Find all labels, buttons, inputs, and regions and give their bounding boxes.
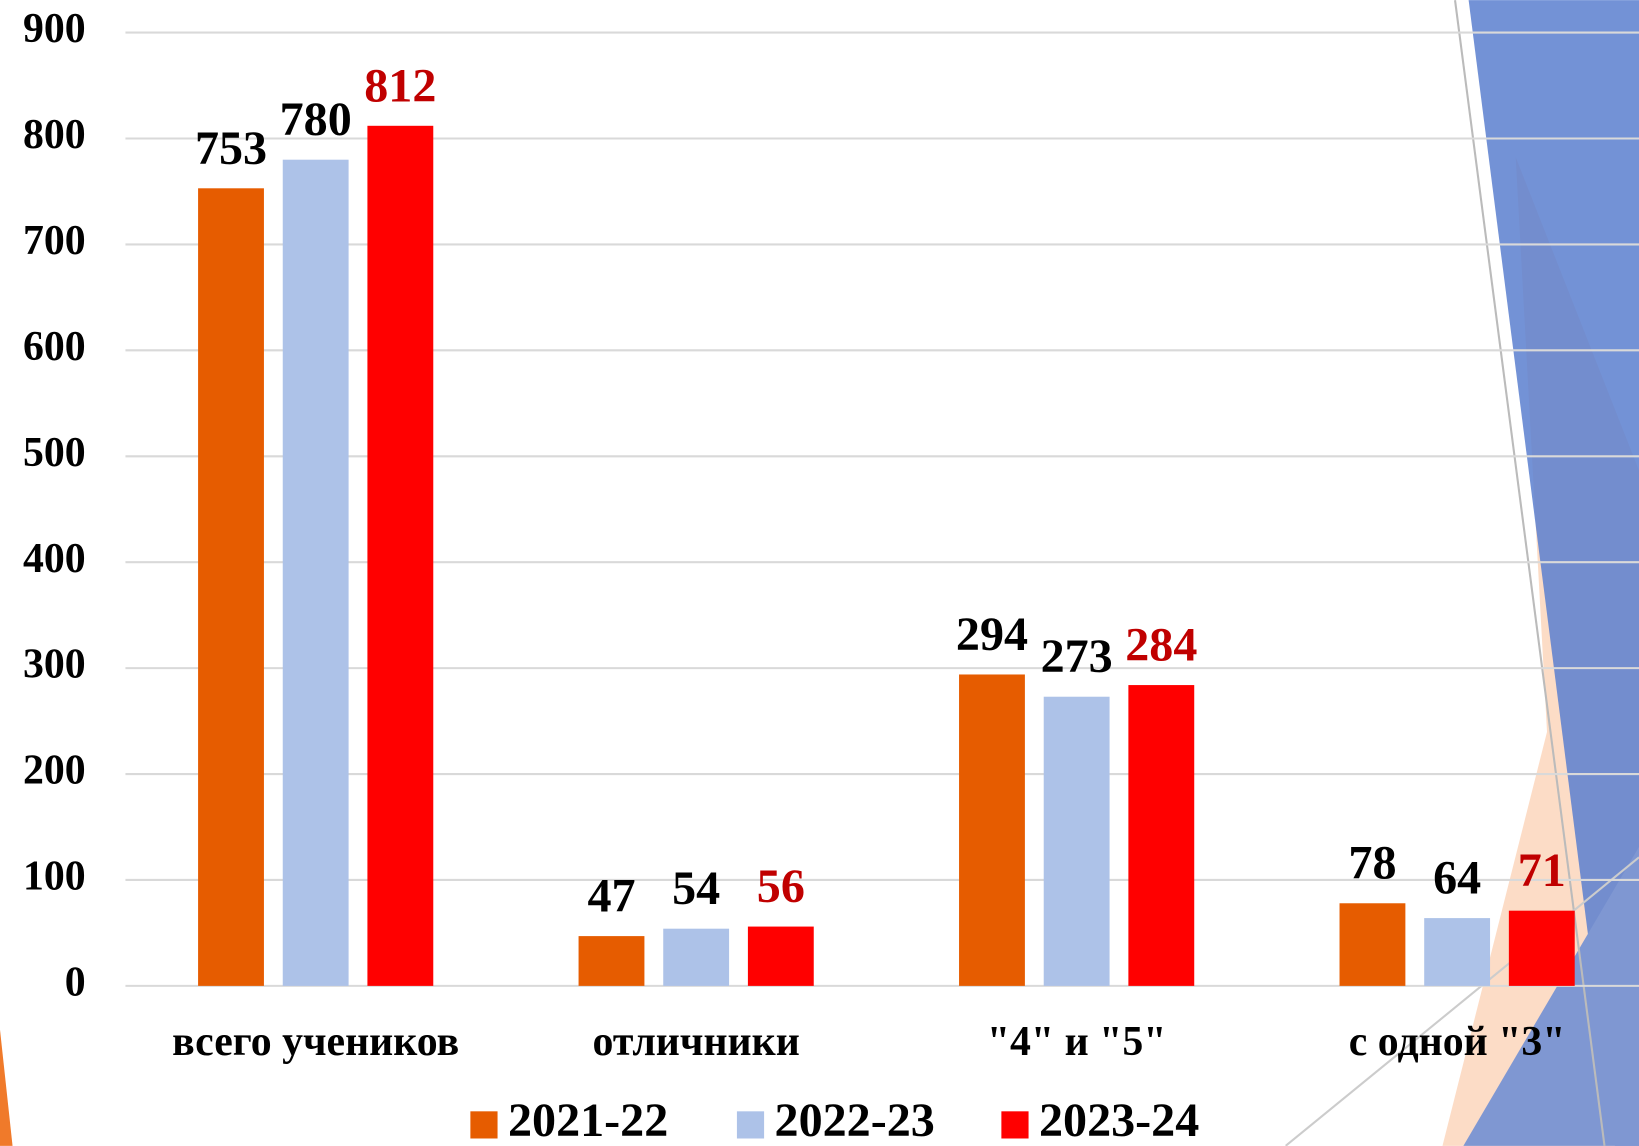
y-tick-label: 500: [23, 430, 86, 476]
bar: [367, 125, 434, 986]
x-tick-label: "4" и "5": [987, 1019, 1167, 1065]
bar: [747, 926, 814, 986]
legend-swatch: [736, 1111, 765, 1139]
bar: [198, 188, 264, 986]
bar: [1508, 910, 1575, 986]
y-tick-label: 300: [23, 642, 86, 688]
legend-swatch: [470, 1111, 498, 1139]
x-tick-label: с одной "3": [1349, 1019, 1566, 1065]
value-label: 78: [1348, 837, 1396, 890]
value-label: 56: [757, 860, 805, 913]
y-tick-label: 900: [23, 6, 86, 52]
value-label: 812: [364, 59, 436, 112]
value-label: 64: [1433, 852, 1481, 905]
y-tick-label: 0: [65, 959, 86, 1005]
value-label: 71: [1518, 844, 1566, 897]
bar: [959, 674, 1025, 986]
legend-label: 2021-22: [508, 1094, 668, 1146]
value-label: 753: [195, 122, 267, 175]
y-tick-label: 600: [23, 324, 86, 370]
bar: [282, 159, 349, 986]
bar: [1043, 696, 1110, 986]
value-label: 54: [672, 862, 720, 915]
value-label: 294: [956, 608, 1028, 661]
y-tick-label: 200: [23, 748, 86, 794]
x-tick-label: всего учеников: [172, 1019, 459, 1065]
y-tick-label: 800: [23, 112, 86, 158]
bar: [663, 928, 730, 986]
value-label: 47: [587, 870, 635, 923]
value-label: 284: [1125, 619, 1197, 672]
bar: [1128, 685, 1195, 986]
legend-label: 2022-23: [775, 1094, 935, 1146]
y-tick-label: 100: [23, 854, 86, 900]
value-label: 273: [1041, 630, 1113, 683]
bar: [1424, 918, 1491, 986]
bar: [1339, 903, 1406, 986]
y-tick-label: 700: [23, 218, 86, 264]
bar: [578, 936, 645, 986]
value-label: 780: [280, 93, 352, 146]
legend-swatch: [1001, 1111, 1029, 1139]
x-tick-label: отличники: [593, 1019, 800, 1065]
y-tick-label: 400: [23, 536, 86, 582]
legend-label: 2023-24: [1039, 1094, 1199, 1146]
